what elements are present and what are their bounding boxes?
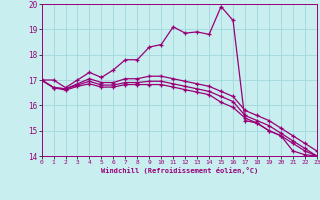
X-axis label: Windchill (Refroidissement éolien,°C): Windchill (Refroidissement éolien,°C) <box>100 167 258 174</box>
